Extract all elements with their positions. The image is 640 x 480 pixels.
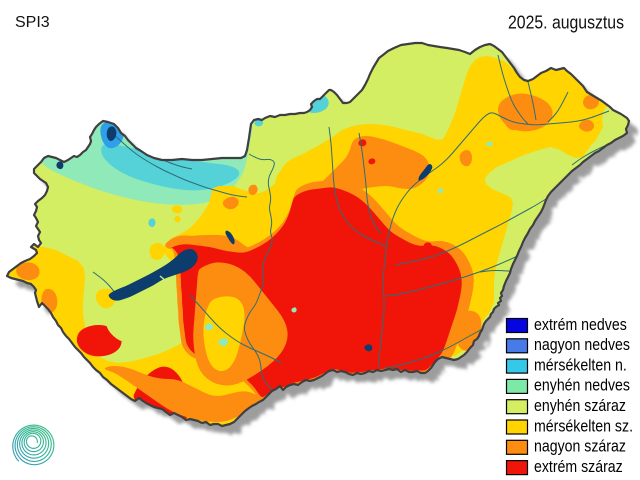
svg-text:nagyon nedves: nagyon nedves (534, 336, 630, 354)
svg-text:enyhén nedves: enyhén nedves (534, 377, 630, 395)
svg-text:nagyon száraz: nagyon száraz (534, 438, 626, 456)
svg-text:extrém száraz: extrém száraz (534, 458, 623, 476)
svg-text:mérsékelten n.: mérsékelten n. (534, 356, 627, 374)
svg-text:2025. augusztus: 2025. augusztus (508, 12, 624, 33)
svg-text:enyhén száraz: enyhén száraz (534, 397, 626, 415)
svg-text:mérsékelten sz.: mérsékelten sz. (534, 417, 633, 435)
svg-text:SPI3: SPI3 (15, 14, 50, 31)
svg-text:extrém nedves: extrém nedves (534, 316, 627, 334)
